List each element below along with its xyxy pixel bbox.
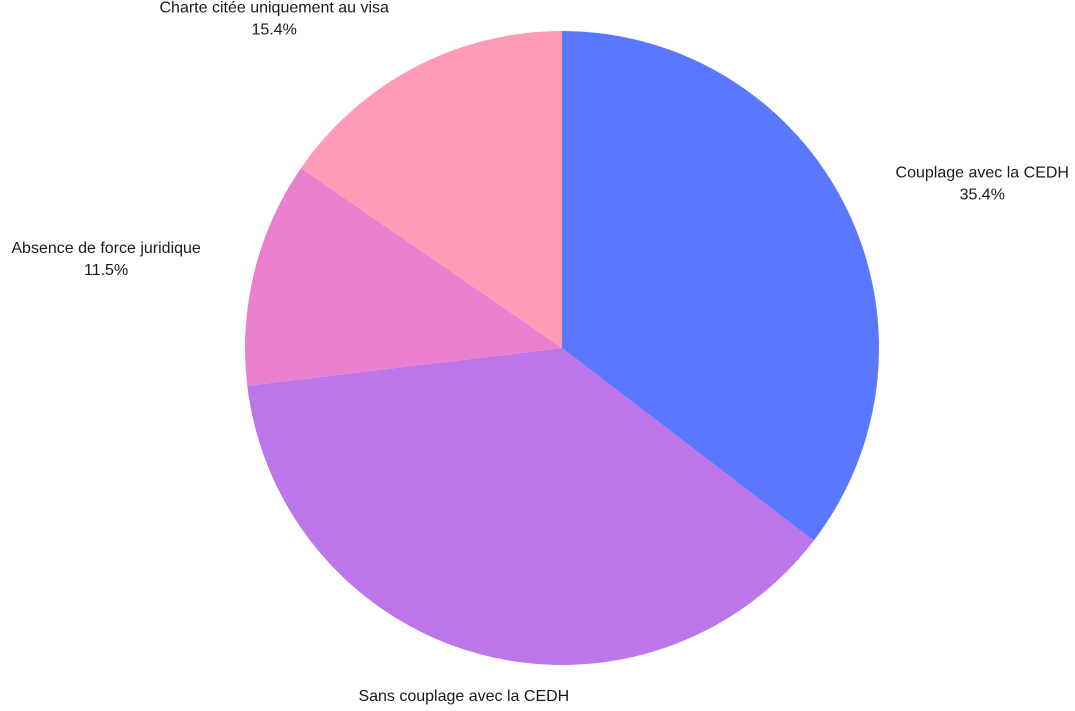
pie-slice-couplage-avec-la-cedh bbox=[562, 31, 880, 541]
pie-label-name: Absence de force juridique bbox=[11, 240, 201, 257]
pie-label-name: Couplage avec la CEDH bbox=[896, 164, 1069, 181]
pie-labels: Couplage avec la CEDH 35.4% Sans couplage … bbox=[11, 0, 1069, 711]
pie-label-absence-de-force-juridique: Absence de force juridique 11.5% bbox=[11, 240, 201, 279]
pie-label-couplage-avec-la-cedh: Couplage avec la CEDH 35.4% bbox=[896, 164, 1069, 203]
pie-label-value: 37.7% bbox=[441, 710, 486, 711]
pie-slice-sans-couplage-avec-la-cedh bbox=[247, 348, 814, 666]
pie-label-name: Charte citée uniquement au visa bbox=[159, 0, 389, 17]
pie-label-charte-citee-uniquement-au-visa: Charte citée uniquement au visa 15.4% bbox=[159, 0, 389, 39]
pie-label-value: 35.4% bbox=[960, 186, 1005, 203]
pie-label-value: 15.4% bbox=[252, 22, 297, 39]
pie-slice-absence-de-force-juridique bbox=[244, 168, 562, 386]
pie-slice-charte-citee-uniquement-au-visa bbox=[300, 31, 562, 348]
pie-slices bbox=[244, 31, 880, 666]
pie-label-value: 11.5% bbox=[84, 262, 128, 279]
pie-label-sans-couplage-avec-la-cedh: Sans couplage avec la CEDH 37.7% bbox=[358, 688, 569, 711]
pie-label-name: Sans couplage avec la CEDH bbox=[358, 688, 569, 705]
